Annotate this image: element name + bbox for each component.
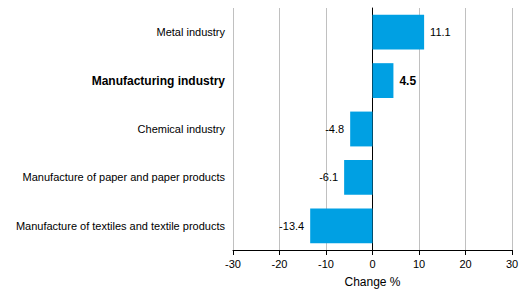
svg-text:10: 10 [413, 258, 425, 270]
svg-text:0: 0 [369, 258, 375, 270]
svg-text:11.1: 11.1 [430, 26, 451, 38]
svg-text:Change %: Change % [344, 275, 400, 289]
svg-text:Chemical industry: Chemical industry [138, 123, 226, 135]
svg-text:-10: -10 [318, 258, 334, 270]
svg-text:30: 30 [506, 258, 518, 270]
svg-text:20: 20 [459, 258, 471, 270]
svg-text:4.5: 4.5 [399, 74, 416, 88]
svg-text:Manufacture of paper and paper: Manufacture of paper and paper products [23, 171, 226, 183]
svg-text:Manufacture of textiles and te: Manufacture of textiles and textile prod… [16, 220, 226, 232]
svg-text:-4.8: -4.8 [325, 123, 344, 135]
svg-text:-13.4: -13.4 [279, 220, 304, 232]
svg-text:Metal industry: Metal industry [157, 26, 226, 38]
svg-text:-6.1: -6.1 [319, 171, 338, 183]
svg-text:Manufacturing industry: Manufacturing industry [92, 74, 226, 88]
svg-text:-20: -20 [272, 258, 288, 270]
svg-text:-30: -30 [225, 258, 241, 270]
